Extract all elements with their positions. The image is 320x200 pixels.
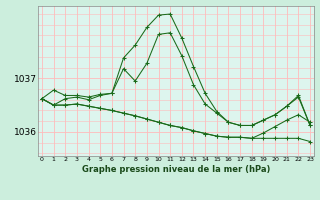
X-axis label: Graphe pression niveau de la mer (hPa): Graphe pression niveau de la mer (hPa) <box>82 165 270 174</box>
